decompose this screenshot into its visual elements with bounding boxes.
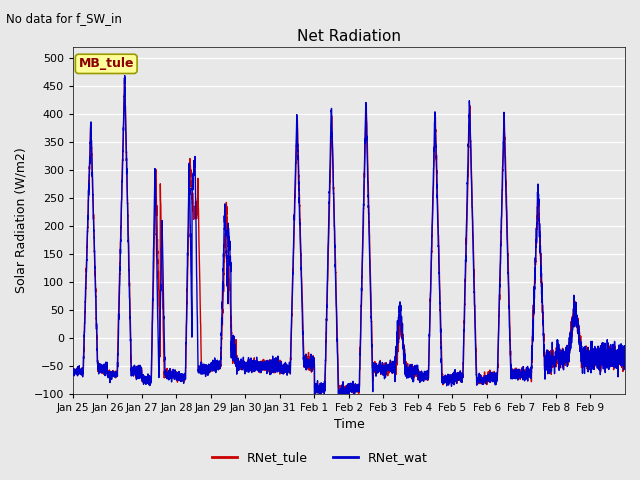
Line: RNet_tule: RNet_tule	[73, 77, 625, 397]
RNet_tule	[370, 364, 378, 370]
RNet_wat	[528, 366, 536, 372]
RNet_tule	[121, 74, 129, 80]
Line: RNet_wat: RNet_wat	[73, 75, 625, 396]
RNet_wat	[542, 353, 550, 359]
Legend: RNet_tule, RNet_wat: RNet_tule, RNet_wat	[207, 446, 433, 469]
RNet_tule	[528, 350, 536, 356]
Text: MB_tule: MB_tule	[79, 58, 134, 71]
RNet_wat	[184, 250, 191, 256]
RNet_wat	[370, 367, 378, 373]
Title: Net Radiation: Net Radiation	[297, 29, 401, 44]
RNet_tule	[621, 348, 629, 354]
RNet_wat	[121, 72, 129, 78]
RNet_tule	[344, 394, 351, 400]
Y-axis label: Solar Radiation (W/m2): Solar Radiation (W/m2)	[15, 147, 28, 293]
RNet_tule	[69, 368, 77, 374]
RNet_wat	[500, 143, 508, 149]
RNet_wat	[339, 393, 346, 399]
RNet_tule	[184, 275, 191, 281]
RNet_tule	[399, 332, 407, 337]
RNet_wat	[399, 336, 407, 341]
X-axis label: Time: Time	[333, 419, 364, 432]
Text: No data for f_SW_in: No data for f_SW_in	[6, 12, 122, 25]
RNet_tule	[542, 365, 550, 371]
RNet_wat	[621, 354, 629, 360]
RNet_wat	[69, 372, 77, 378]
RNet_tule	[500, 127, 508, 133]
